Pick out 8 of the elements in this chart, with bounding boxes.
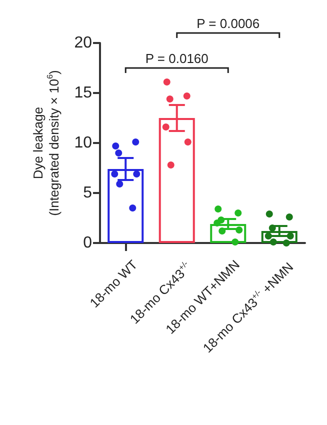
y-tick-label: 15	[74, 84, 92, 102]
y-tick-label: 20	[74, 34, 92, 52]
y-tick-label: 0	[83, 234, 92, 252]
y-axis-title: Dye leakage (Integrated density × 106)	[30, 70, 62, 216]
y-tick-label: 10	[74, 134, 92, 152]
annotation: P = 0.0160	[145, 51, 208, 66]
y-tick-label: 5	[83, 184, 92, 202]
text: P = 0.0006	[196, 16, 260, 31]
